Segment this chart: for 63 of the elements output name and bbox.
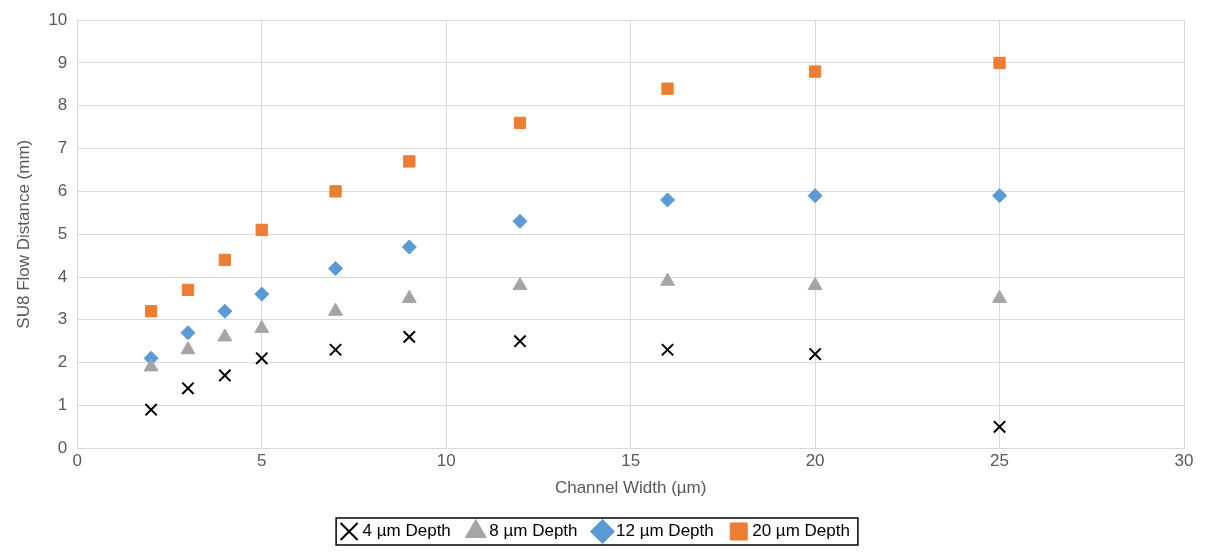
point: [807, 277, 823, 291]
legend-label: 4 µm Depth: [362, 521, 451, 541]
point: [143, 358, 159, 372]
point: [217, 328, 233, 342]
y-tick-label: 4: [57, 266, 68, 286]
point: [992, 188, 1008, 204]
point: [255, 223, 268, 237]
point: [993, 56, 1006, 70]
point: [808, 65, 822, 78]
x-tick-label: 30: [1174, 451, 1194, 471]
point: [255, 351, 269, 365]
point: [181, 381, 195, 395]
legend-label: 20 µm Depth: [752, 521, 850, 541]
point: [401, 289, 417, 303]
x-tick-label: 5: [257, 451, 267, 471]
y-tick-label: 7: [57, 138, 68, 158]
y-tick-label: 3: [57, 309, 68, 329]
point: [660, 192, 676, 208]
x-axis-title: Channel Width (µm): [554, 478, 707, 498]
point: [807, 188, 823, 204]
y-tick-label: 10: [48, 9, 68, 29]
point: [180, 341, 196, 355]
point: [402, 330, 416, 344]
x-tick-label: 0: [72, 451, 83, 471]
x-tick-label: 25: [990, 451, 1010, 471]
point: [329, 185, 342, 198]
point: [217, 303, 233, 319]
point: [144, 403, 158, 417]
x-tick-label: 10: [436, 451, 456, 471]
point: [660, 272, 675, 286]
point: [660, 343, 675, 357]
point: [144, 305, 158, 318]
point: [328, 260, 344, 276]
point: [328, 343, 343, 357]
y-tick-label: 8: [57, 95, 68, 115]
point: [181, 283, 195, 296]
point: [661, 82, 674, 95]
y-tick-label: 0: [57, 437, 68, 457]
point: [254, 286, 270, 302]
point: [254, 319, 270, 333]
y-tick-label: 2: [57, 352, 68, 372]
point: [218, 368, 232, 383]
legend-label: 8 µm Depth: [489, 521, 578, 541]
point: [512, 213, 528, 229]
y-tick-label: 5: [57, 223, 68, 243]
x-tick-label: 20: [805, 451, 825, 471]
y-axis-title: SU8 Flow Distance (mm): [13, 139, 33, 329]
point: [401, 239, 417, 255]
point: [992, 420, 1007, 434]
point: [513, 116, 527, 130]
point: [328, 302, 343, 316]
point: [180, 325, 196, 341]
point: [808, 347, 822, 361]
point: [512, 277, 528, 291]
legend-label: 12 µm Depth: [616, 521, 714, 541]
y-tick-label: 9: [57, 52, 68, 72]
point: [513, 334, 527, 348]
y-tick-label: 1: [57, 395, 68, 415]
point: [403, 155, 416, 168]
point: [218, 253, 232, 267]
x-tick-label: 15: [621, 451, 641, 471]
y-tick-label: 6: [57, 181, 68, 201]
point: [992, 289, 1007, 303]
